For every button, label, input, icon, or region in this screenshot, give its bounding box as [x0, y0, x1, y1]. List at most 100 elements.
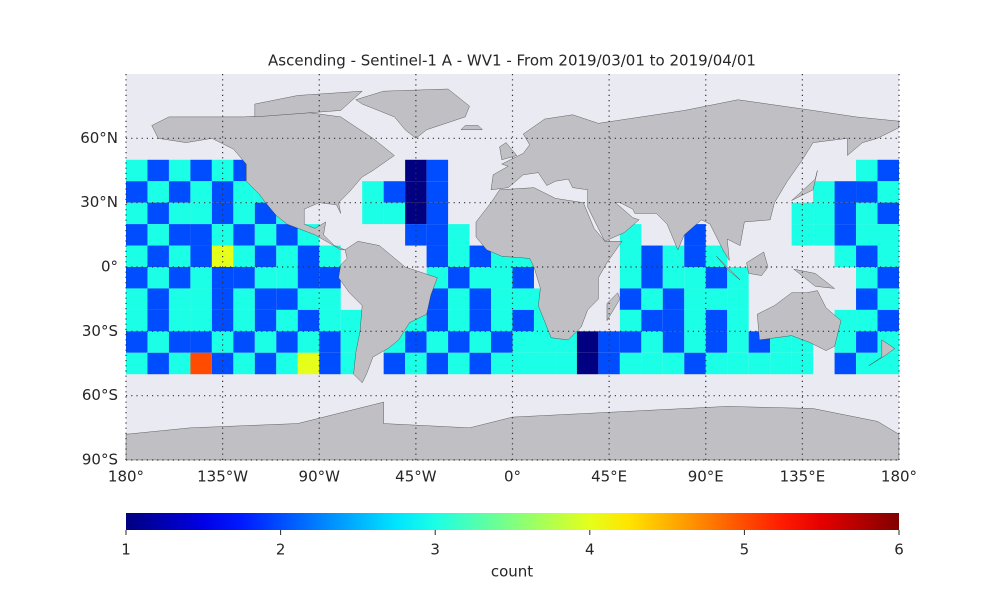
data-cell [233, 288, 255, 310]
data-cell [126, 288, 148, 310]
data-cell [254, 352, 277, 375]
colorbar-tick-label: 4 [585, 541, 595, 559]
land [126, 89, 899, 460]
data-cell [126, 267, 148, 289]
y-tick-label: 60°S [82, 386, 118, 404]
data-cell [877, 159, 899, 182]
data-cell [834, 309, 857, 332]
y-tick-label: 0° [101, 258, 118, 276]
australia [757, 291, 841, 351]
x-tick-label: 45°E [591, 468, 627, 486]
data-cell [168, 267, 191, 289]
data-cell [684, 245, 706, 267]
data-cell [233, 352, 255, 375]
data-cell [276, 224, 298, 246]
data-cell [211, 309, 234, 332]
new-zealand [869, 340, 895, 366]
data-cell [576, 331, 599, 353]
y-tick-label: 30°N [80, 193, 118, 211]
data-cell [877, 245, 899, 267]
data-cell [276, 267, 298, 289]
data-cell [491, 309, 513, 332]
data-cell [276, 352, 298, 375]
data-cell [276, 309, 298, 332]
data-cell [426, 352, 449, 375]
data-cell [126, 202, 148, 225]
japan [792, 171, 818, 201]
data-cell [813, 181, 835, 203]
data-cell [319, 267, 341, 289]
data-cell [147, 288, 169, 310]
data-cell [168, 352, 191, 375]
x-tick-label: 90°W [299, 468, 341, 486]
data-cell [297, 245, 320, 267]
data-cell [641, 352, 663, 375]
iceland [461, 125, 482, 129]
data-cell [684, 267, 706, 289]
data-cell [512, 309, 534, 332]
data-cell [877, 352, 899, 375]
x-tick-label: 0° [504, 468, 521, 486]
data-cell [619, 267, 642, 289]
data-cell [297, 288, 320, 310]
new-guinea [794, 269, 835, 288]
data-cell [211, 202, 234, 225]
data-cell [147, 159, 169, 182]
data-cell [276, 331, 298, 353]
data-cell [405, 352, 427, 375]
data-cell [233, 202, 255, 225]
data-cell [190, 159, 212, 182]
labels: 180° 135°W 90°W 45°W 0° 45°E 90°E 135°E 180°90°S… [80, 129, 917, 486]
data-cell [211, 331, 234, 353]
data-cell [662, 331, 685, 353]
data-cell [877, 288, 899, 310]
data-cell [168, 309, 191, 332]
data-cell [254, 331, 277, 353]
data-cell [233, 181, 255, 203]
data-cell [856, 288, 878, 310]
data-cell [512, 288, 534, 310]
data-cell [319, 352, 341, 375]
chart-title: Ascending - Sentinel-1 A - WV1 - From 20… [268, 52, 756, 70]
data-cell [684, 331, 706, 353]
data-cell [448, 245, 470, 267]
greenland [356, 89, 470, 138]
madagascar [607, 293, 620, 321]
data-cell [319, 309, 341, 332]
data-cell [576, 352, 599, 375]
data-cell [619, 309, 642, 332]
data-cell [856, 331, 878, 353]
data-cell [233, 245, 255, 267]
data-cell [426, 288, 449, 310]
data-cell [834, 202, 857, 225]
data-cell [190, 224, 212, 246]
colorbar [126, 513, 899, 530]
data-cell [147, 267, 169, 289]
colorbar-tick-label: 5 [740, 541, 750, 559]
data-cell [662, 267, 685, 289]
data-cell [877, 202, 899, 225]
data-cell [319, 288, 341, 310]
data-cell [834, 224, 857, 246]
data-cell [254, 288, 277, 310]
data-cell [168, 159, 191, 182]
data-cell [448, 331, 470, 353]
data-cell [297, 309, 320, 332]
arctic-islands [255, 91, 362, 117]
data-cell [834, 245, 857, 267]
data-cell [319, 245, 341, 267]
data-cell [491, 352, 513, 375]
data-cell [362, 202, 384, 225]
data-cell [705, 309, 728, 332]
data-cell [727, 309, 749, 332]
data-cell [662, 352, 685, 375]
data-cell [641, 331, 663, 353]
colorbar-label: count [491, 563, 533, 581]
data-cell [705, 267, 728, 289]
data-cell [791, 202, 814, 225]
colorbar-tick-label: 1 [121, 541, 131, 559]
data-cell [619, 352, 642, 375]
data-cell [641, 245, 663, 267]
